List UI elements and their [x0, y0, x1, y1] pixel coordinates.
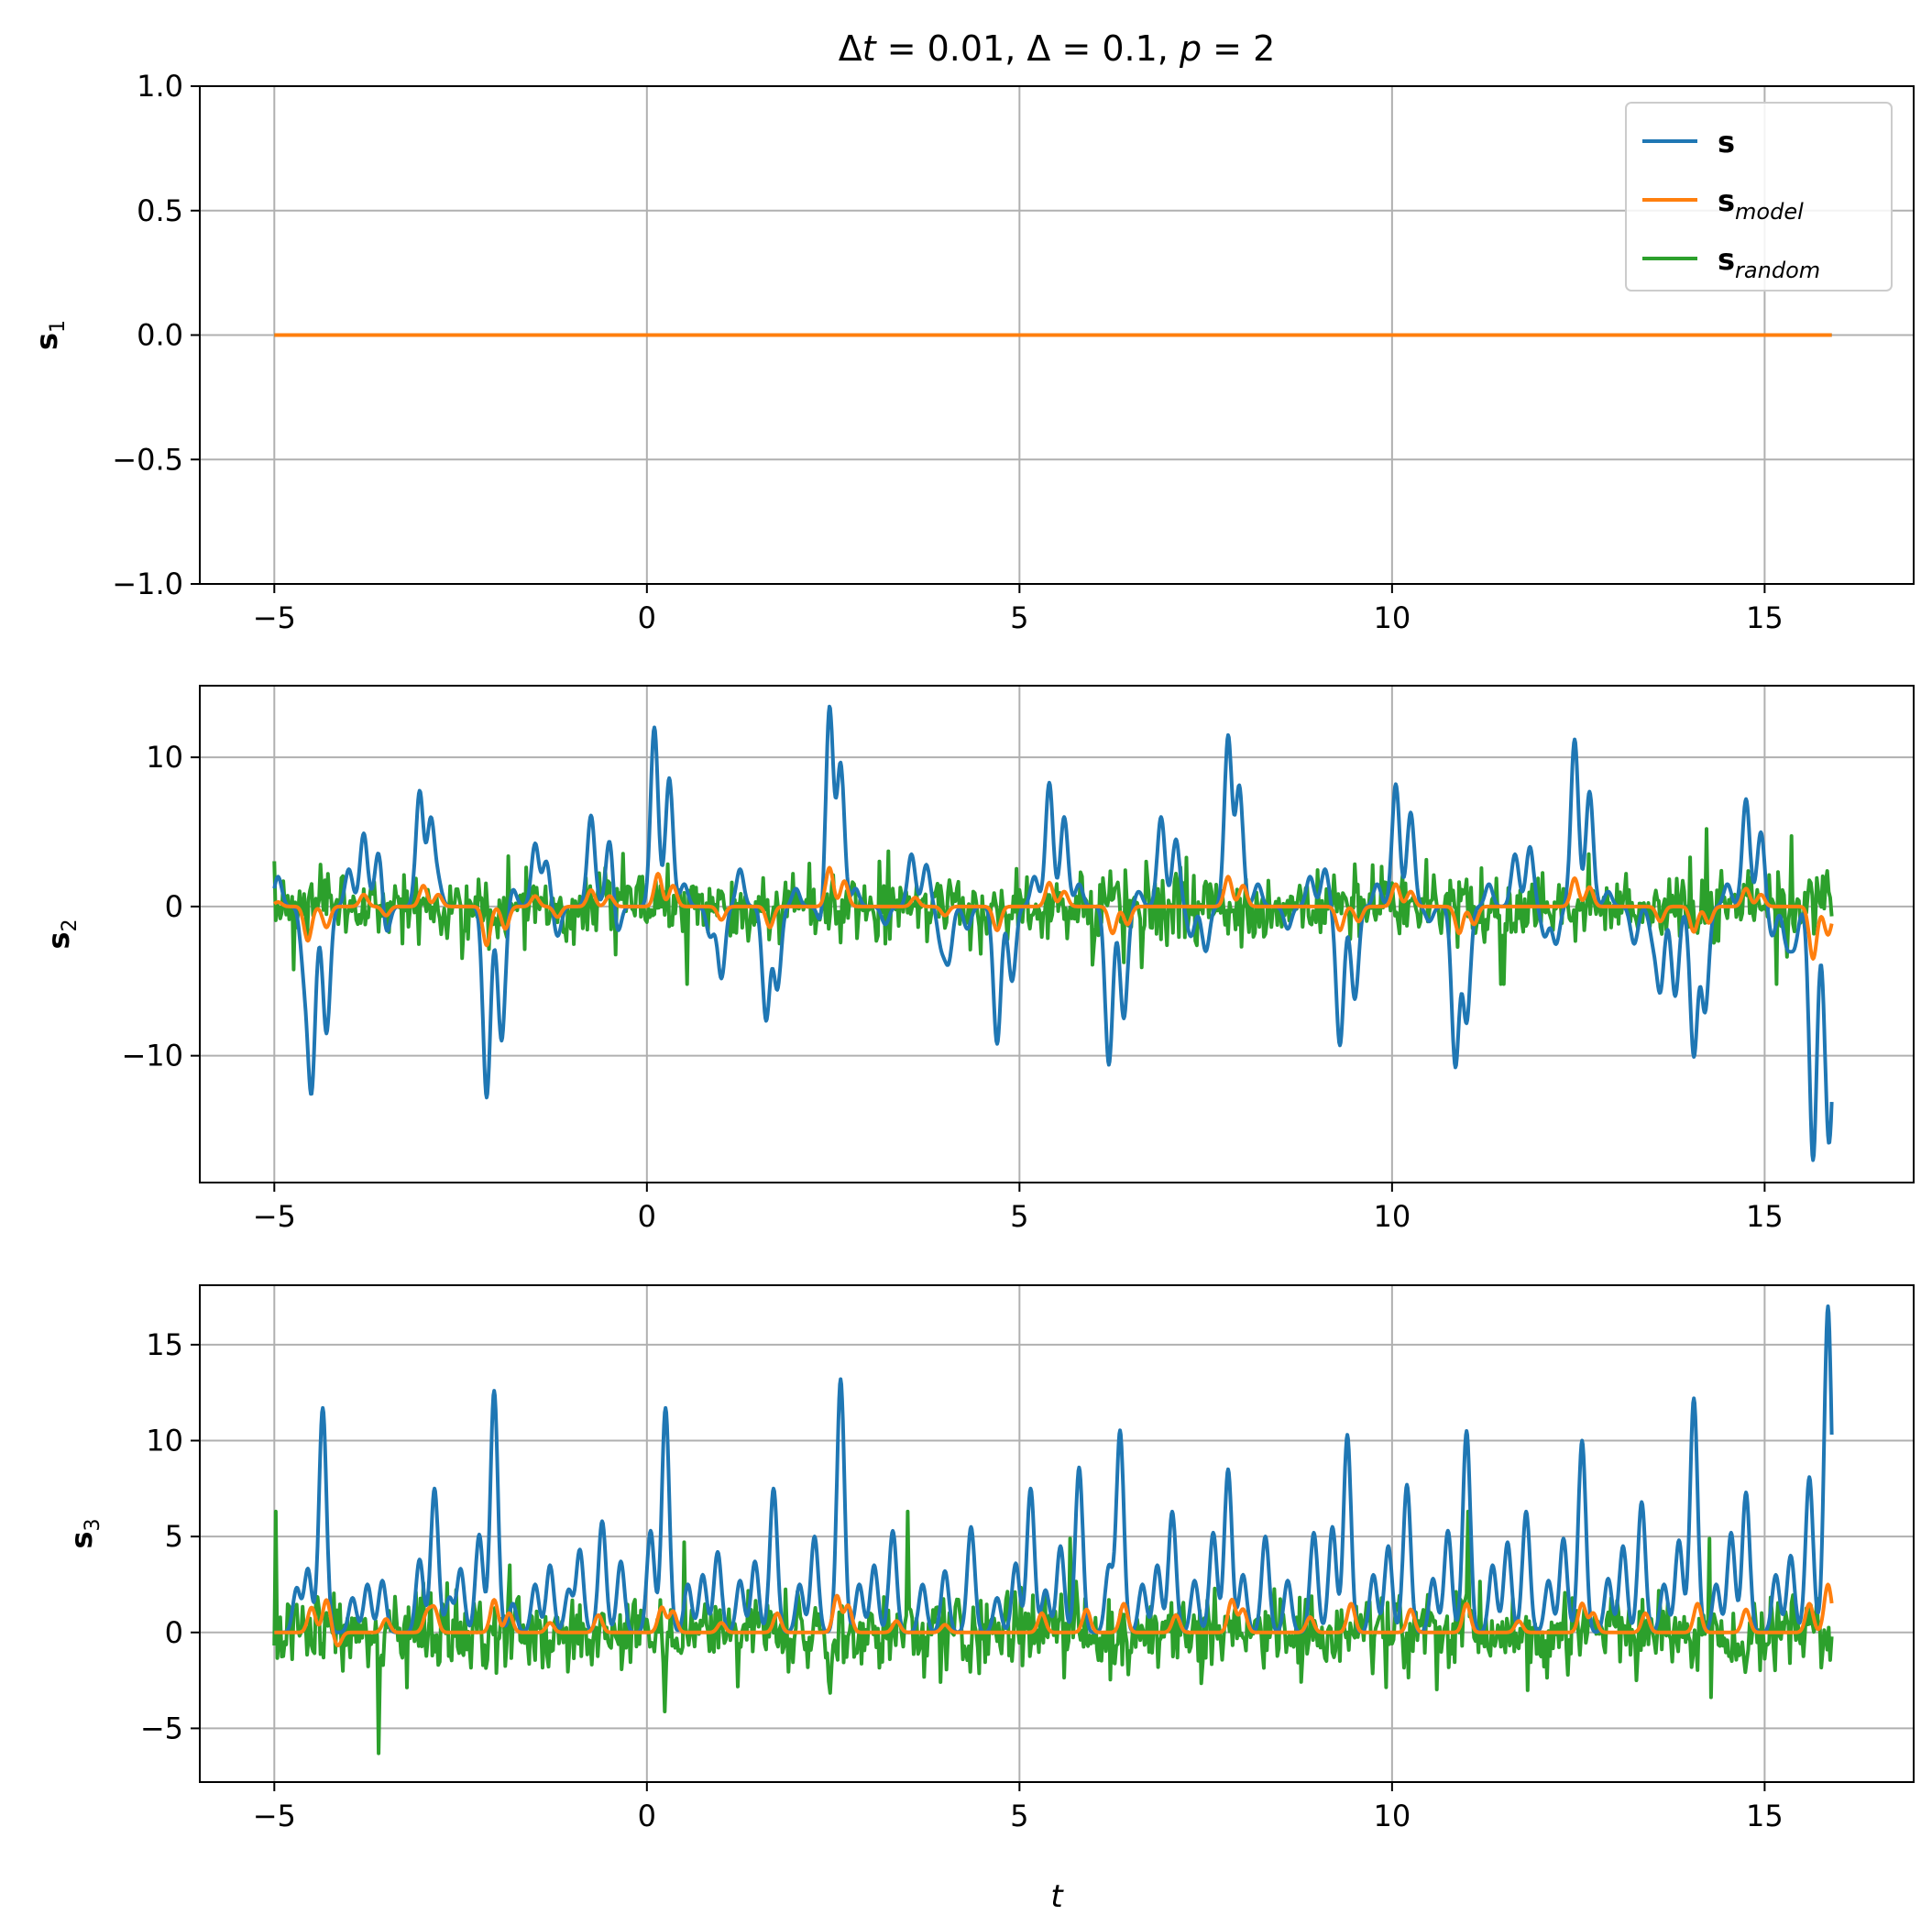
- y-tick-label: 0: [165, 889, 183, 924]
- x-tick-label: 5: [1010, 1199, 1028, 1234]
- x-tick-label: 0: [638, 1199, 656, 1234]
- subplot-2: −5 0 5 10 15 10 0 −10 s2: [41, 685, 1915, 1234]
- x-tick-label: −5: [253, 1799, 296, 1833]
- y-tick-label: 10: [146, 1424, 183, 1458]
- x-tick-label: 15: [1746, 1199, 1784, 1234]
- y-tick-label: 0.0: [137, 318, 183, 353]
- axes-frame: [199, 1284, 1915, 1783]
- series-line-s-random: [272, 1509, 1834, 1755]
- x-tick-label: 15: [1746, 1799, 1784, 1833]
- y-tick-label: 0: [165, 1615, 183, 1650]
- x-tick-label: 0: [638, 600, 656, 635]
- y-tick-label: 15: [146, 1327, 183, 1362]
- legend: s smodel srandom: [1625, 102, 1893, 292]
- x-tick-label: 0: [638, 1799, 656, 1833]
- x-tick-label: 5: [1010, 600, 1028, 635]
- axes-frame: [199, 685, 1915, 1183]
- subplots: −5 0 5 10 15 1.0 0.5 0.0 −0.5 −1.0 s1 −5 0 5 10 15 10 0 −1…: [29, 69, 1915, 1833]
- y-tick-label: 5: [165, 1519, 183, 1554]
- x-tick-label: 10: [1374, 600, 1411, 635]
- x-tick-label: 10: [1374, 1199, 1411, 1234]
- subplot-3: −5 0 5 10 15 15 10 5 0 −5 s3: [64, 1284, 1915, 1833]
- x-axis-label: t: [1050, 1878, 1064, 1915]
- y-tick-label: 1.0: [137, 69, 183, 104]
- legend-label-s-model: smodel: [1718, 183, 1804, 225]
- y-tick-label: 0.5: [137, 193, 183, 228]
- y-axis-label: s3: [64, 1518, 104, 1548]
- x-tick-label: −5: [253, 1199, 296, 1234]
- y-tick-label: −10: [121, 1039, 183, 1073]
- y-tick-label: −5: [140, 1711, 183, 1745]
- y-axis-label: s2: [41, 919, 82, 949]
- series-line-s: [273, 1304, 1834, 1634]
- legend-label-s: s: [1718, 125, 1735, 160]
- subplot-1: −5 0 5 10 15 1.0 0.5 0.0 −0.5 −1.0 s1: [29, 69, 1915, 635]
- x-tick-label: 15: [1746, 600, 1784, 635]
- y-tick-label: 10: [146, 740, 183, 775]
- legend-label-s-random: srandom: [1718, 242, 1820, 283]
- series-line-s: [272, 704, 1834, 1162]
- legend-box: [1625, 102, 1893, 292]
- y-axis-label: s1: [29, 320, 70, 350]
- x-tick-label: −5: [253, 600, 296, 635]
- y-tick-label: −0.5: [112, 442, 183, 477]
- series-line-s-random: [272, 827, 1834, 986]
- chart-title: Δt = 0.01, Δ = 0.1, p = 2: [839, 28, 1276, 69]
- y-tick-label: −1.0: [112, 567, 183, 601]
- x-tick-label: 5: [1010, 1799, 1028, 1833]
- x-tick-label: 10: [1374, 1799, 1411, 1833]
- series-line-s-model: [273, 865, 1834, 961]
- series-line-s-model: [273, 1582, 1834, 1647]
